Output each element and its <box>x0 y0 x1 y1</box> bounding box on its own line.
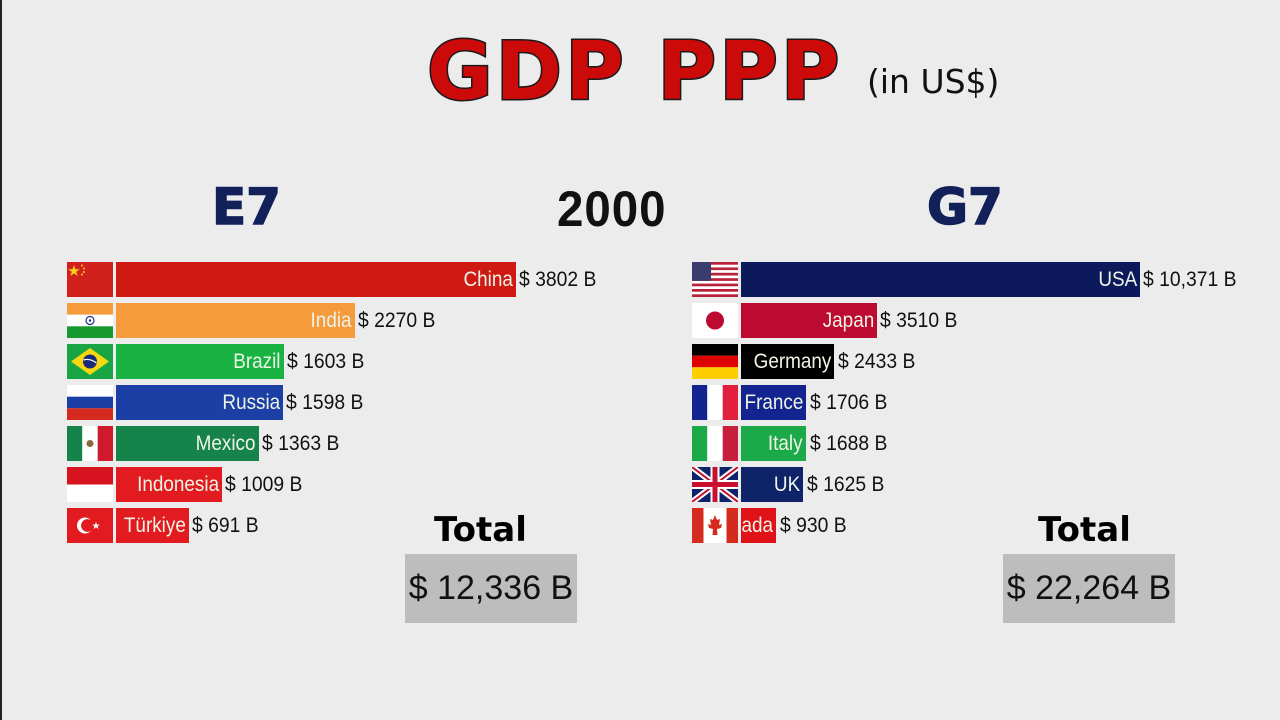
e7-total-label: Total <box>434 510 527 550</box>
india-flag-icon <box>67 303 113 338</box>
bar-brazil: Brazil <box>116 344 284 379</box>
bar-value: $ 930 B <box>780 514 847 537</box>
uk-flag-icon <box>692 467 738 502</box>
g7-group-title: G7 <box>926 177 1003 237</box>
bar-turkiye: Türkiye <box>116 508 189 543</box>
bar-china: China <box>116 262 516 297</box>
france-flag-icon <box>692 385 738 420</box>
bar-canada: ada <box>741 508 776 543</box>
turkey-flag-icon <box>67 508 113 543</box>
g7-total-value: $ 22,264 B <box>1003 554 1175 623</box>
bar-india: India <box>116 303 355 338</box>
bar-label: Germany <box>753 349 831 373</box>
bar-label: India <box>311 308 352 332</box>
bar-germany: Germany <box>741 344 834 379</box>
bar-value: $ 1706 B <box>810 391 888 414</box>
bar-label: Russia <box>222 390 280 414</box>
bar-value: $ 1009 B <box>225 473 303 496</box>
bar-value: $ 1688 B <box>810 432 888 455</box>
bar-uk: UK <box>741 467 803 502</box>
usa-flag-icon <box>692 262 738 297</box>
bar-value: $ 3802 B <box>519 268 597 291</box>
japan-flag-icon <box>692 303 738 338</box>
bar-value: $ 1625 B <box>807 473 885 496</box>
bar-label: Brazil <box>233 349 281 373</box>
germany-flag-icon <box>692 344 738 379</box>
bar-label: Mexico <box>196 431 256 455</box>
bar-value: $ 1603 B <box>287 350 365 373</box>
bar-mexico: Mexico <box>116 426 259 461</box>
bar-label: Türkiye <box>124 513 186 537</box>
bar-label: Indonesia <box>137 472 219 496</box>
bar-value: $ 2433 B <box>838 350 916 373</box>
year-label: 2000 <box>557 181 667 237</box>
chart-title: GDP PPP <box>425 24 843 120</box>
bar-russia: Russia <box>116 385 283 420</box>
bar-value: $ 1598 B <box>286 391 364 414</box>
bar-label: Italy <box>768 431 803 455</box>
bar-japan: Japan <box>741 303 877 338</box>
bar-indonesia: Indonesia <box>116 467 222 502</box>
bar-italy: Italy <box>741 426 806 461</box>
g7-total-label: Total <box>1038 510 1131 550</box>
mexico-flag-icon <box>67 426 113 461</box>
bar-value: $ 691 B <box>192 514 259 537</box>
russia-flag-icon <box>67 385 113 420</box>
bar-label: China <box>463 267 513 291</box>
e7-group-title: E7 <box>211 177 281 237</box>
china-flag-icon <box>67 262 113 297</box>
brazil-flag-icon <box>67 344 113 379</box>
bar-france: France <box>741 385 806 420</box>
bar-usa: USA <box>741 262 1140 297</box>
bar-label: USA <box>1098 267 1137 291</box>
chart-subtitle: (in US$) <box>867 62 1000 101</box>
bar-label: Japan <box>822 308 874 332</box>
italy-flag-icon <box>692 426 738 461</box>
indonesia-flag-icon <box>67 467 113 502</box>
bar-label: UK <box>773 472 800 496</box>
bar-value: $ 2270 B <box>358 309 436 332</box>
e7-total-value: $ 12,336 B <box>405 554 577 623</box>
bar-label: ada <box>741 513 773 537</box>
canada-flag-icon <box>692 508 738 543</box>
bar-label: France <box>744 390 803 414</box>
bar-value: $ 1363 B <box>262 432 340 455</box>
bar-value: $ 10,371 B <box>1143 268 1237 291</box>
bar-value: $ 3510 B <box>880 309 958 332</box>
